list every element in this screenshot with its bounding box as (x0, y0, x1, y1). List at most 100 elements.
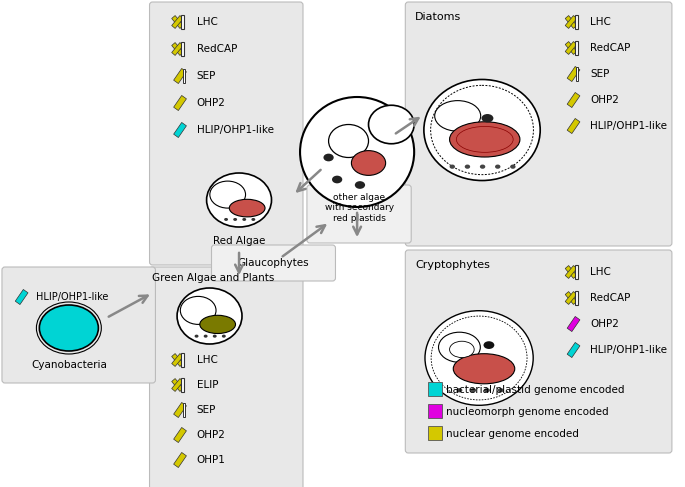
Polygon shape (172, 16, 184, 28)
Text: SEP: SEP (590, 69, 610, 79)
Bar (575, 291, 577, 305)
Ellipse shape (438, 332, 480, 362)
Ellipse shape (425, 311, 533, 405)
Bar (428, 404, 442, 418)
Polygon shape (172, 354, 184, 366)
Ellipse shape (435, 101, 481, 131)
FancyBboxPatch shape (149, 2, 303, 265)
Polygon shape (567, 93, 580, 108)
Text: Cryptophytes: Cryptophytes (415, 260, 490, 270)
Polygon shape (565, 16, 577, 28)
Polygon shape (173, 122, 186, 137)
Text: nucleomorph genome encoded: nucleomorph genome encoded (446, 407, 608, 417)
Polygon shape (565, 292, 577, 304)
Text: Diatoms: Diatoms (415, 12, 462, 22)
Ellipse shape (177, 288, 242, 344)
Ellipse shape (449, 122, 520, 157)
Bar (428, 382, 442, 396)
Bar (182, 353, 184, 367)
Bar (575, 15, 577, 29)
Text: RedCAP: RedCAP (590, 293, 631, 303)
Polygon shape (565, 265, 577, 279)
Polygon shape (565, 41, 577, 55)
Ellipse shape (229, 199, 265, 217)
Ellipse shape (369, 105, 414, 144)
Ellipse shape (207, 173, 271, 227)
Polygon shape (567, 317, 580, 332)
Text: RedCAP: RedCAP (197, 44, 237, 54)
Text: LHC: LHC (590, 17, 611, 27)
Ellipse shape (233, 218, 237, 221)
Ellipse shape (456, 388, 462, 393)
Ellipse shape (482, 114, 493, 122)
Text: Red Algae: Red Algae (213, 236, 265, 246)
Text: HLIP/OHP1-like: HLIP/OHP1-like (590, 121, 667, 131)
Ellipse shape (470, 388, 476, 393)
Ellipse shape (484, 341, 495, 349)
Ellipse shape (224, 218, 228, 221)
Text: HLIP/OHP1-like: HLIP/OHP1-like (590, 345, 667, 355)
Ellipse shape (242, 218, 246, 221)
Bar (182, 15, 184, 29)
Bar (183, 69, 185, 83)
FancyBboxPatch shape (406, 2, 672, 246)
Bar (575, 265, 577, 279)
Ellipse shape (484, 388, 490, 393)
Text: other algae
with secondary
red plastids: other algae with secondary red plastids (325, 193, 394, 223)
FancyBboxPatch shape (212, 245, 336, 281)
Bar (182, 378, 184, 392)
Polygon shape (565, 16, 577, 28)
Ellipse shape (39, 305, 99, 351)
Text: RedCAP: RedCAP (590, 43, 631, 53)
Ellipse shape (498, 388, 503, 393)
Polygon shape (173, 69, 186, 84)
Ellipse shape (449, 341, 474, 357)
Ellipse shape (453, 354, 514, 384)
Ellipse shape (210, 181, 245, 208)
Ellipse shape (480, 165, 485, 169)
Ellipse shape (251, 218, 256, 221)
Polygon shape (565, 292, 577, 304)
Ellipse shape (464, 165, 470, 169)
Ellipse shape (222, 335, 226, 337)
Text: LHC: LHC (590, 267, 611, 277)
Polygon shape (15, 289, 28, 304)
Text: Green Algae and Plants: Green Algae and Plants (153, 273, 275, 283)
Polygon shape (172, 42, 184, 56)
FancyBboxPatch shape (149, 267, 303, 487)
Polygon shape (172, 378, 184, 392)
Ellipse shape (213, 335, 216, 337)
Text: HLIP/OHP1-like: HLIP/OHP1-like (197, 125, 274, 135)
Polygon shape (567, 118, 580, 133)
Polygon shape (173, 428, 186, 443)
Text: HLIP/OHP1-like: HLIP/OHP1-like (36, 292, 109, 302)
Text: ELIP: ELIP (197, 380, 219, 390)
Text: nuclear genome encoded: nuclear genome encoded (446, 429, 579, 439)
Text: OHP2: OHP2 (197, 430, 225, 440)
Bar (576, 67, 578, 81)
Bar (428, 426, 442, 440)
Text: OHP2: OHP2 (590, 95, 619, 105)
FancyBboxPatch shape (406, 250, 672, 453)
Text: SEP: SEP (197, 405, 216, 415)
Ellipse shape (424, 79, 540, 181)
Ellipse shape (510, 165, 516, 169)
Text: OHP1: OHP1 (197, 455, 225, 465)
Ellipse shape (351, 150, 386, 175)
Polygon shape (172, 378, 184, 392)
Ellipse shape (329, 125, 369, 157)
Text: bacterial/plastid genome encoded: bacterial/plastid genome encoded (446, 385, 624, 395)
Ellipse shape (495, 165, 501, 169)
Ellipse shape (323, 154, 334, 161)
Ellipse shape (180, 297, 216, 324)
Ellipse shape (332, 176, 342, 183)
Ellipse shape (300, 97, 414, 207)
Text: LHC: LHC (197, 355, 218, 365)
Polygon shape (565, 41, 577, 55)
Text: Cyanobacteria: Cyanobacteria (31, 360, 107, 370)
Text: LHC: LHC (197, 17, 218, 27)
Bar (575, 41, 577, 55)
Polygon shape (172, 16, 184, 28)
Ellipse shape (200, 315, 236, 334)
Text: OHP2: OHP2 (197, 98, 225, 108)
